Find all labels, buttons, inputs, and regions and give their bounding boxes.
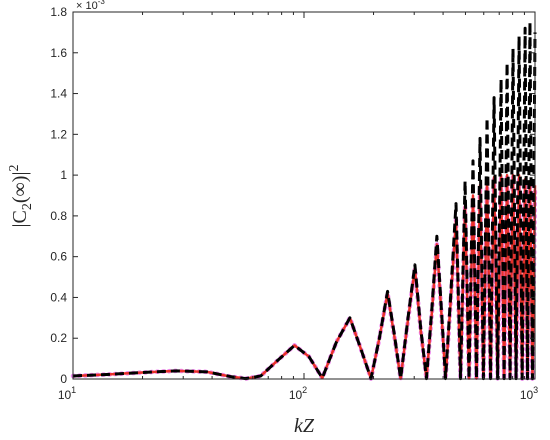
y-label-part: |C [9,210,31,227]
x-tick-label-exponent: 1 [71,385,76,395]
y-label-subscript: 2 [20,203,35,210]
y-tick-label: 1.4 [50,87,67,101]
x-tick-label-exponent: 2 [302,385,307,395]
y-tick-label: 0.2 [50,331,67,345]
y-multiplier: × 10-3 [76,0,105,12]
x-tick-label-base: 10 [58,388,72,402]
y-tick-label: 0 [60,372,67,386]
y-label-part: (∞)| [9,172,31,204]
x-tick-label-base: 10 [520,388,534,402]
y-tick-label: 1.8 [50,5,67,19]
x-tick-label: 101 [58,385,76,402]
y-tick-label: 0.6 [50,250,67,264]
y-tick-label: 1.6 [50,46,67,60]
x-tick-label: 102 [289,385,307,402]
x-axis-label: kZ [294,415,315,437]
y-tick-label: 0.4 [50,290,67,304]
x-tick-label: 103 [520,385,538,402]
y-tick-label: 0.8 [50,209,67,223]
y-axis-label: |C2(∞)|2 [7,165,35,228]
x-tick-label-exponent: 3 [533,385,538,395]
y-multiplier-exponent: -3 [98,0,106,6]
y-tick-label: 1 [60,168,67,182]
x-tick-label-base: 10 [289,388,303,402]
y-multiplier-base: × 10 [76,0,98,12]
y-tick-label: 1.2 [50,127,67,141]
y-label-superscript: 2 [7,165,22,172]
plot-frame [72,11,536,380]
series-line [72,20,537,381]
